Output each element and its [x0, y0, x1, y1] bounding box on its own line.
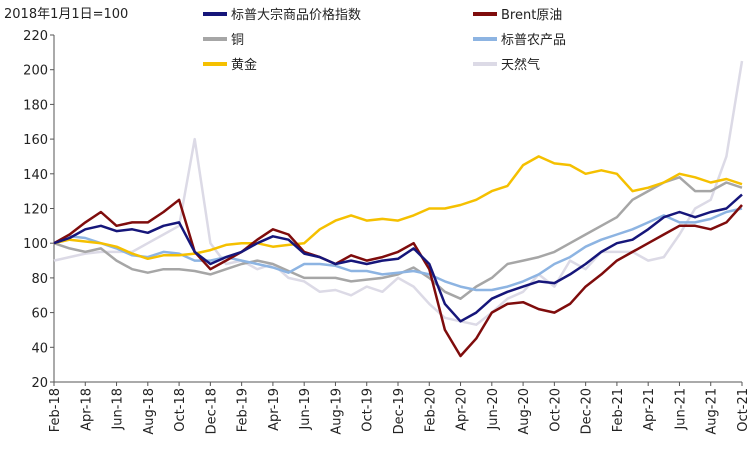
y-tick-label: 140 — [23, 168, 48, 183]
x-tick-label: Aug-19 — [329, 388, 344, 435]
x-tick-label: Dec-18 — [204, 388, 219, 434]
legend-label: 标普大宗商品价格指数 — [231, 7, 361, 23]
series-line — [53, 155, 743, 261]
y-tick-label: 180 — [23, 98, 48, 113]
y-tick-label: 20 — [31, 376, 48, 391]
series-line — [53, 60, 744, 326]
legend-label: 黄金 — [231, 57, 257, 73]
x-tick-label: Oct-18 — [173, 388, 188, 432]
x-tick-label: Jun-19 — [298, 388, 313, 431]
series-line — [53, 207, 743, 292]
y-tick-label: 160 — [23, 133, 48, 148]
series-line — [53, 176, 743, 300]
x-tick-label: Jun-18 — [111, 388, 126, 431]
y-tick-label: 80 — [31, 272, 48, 287]
x-tick-label: Feb-20 — [423, 388, 438, 432]
x-tick-label: Aug-18 — [142, 388, 157, 435]
y-tick-label: 120 — [23, 203, 48, 218]
x-tick-label: Feb-18 — [48, 388, 63, 432]
y-tick-label: 60 — [31, 307, 48, 322]
x-tick-label: Dec-19 — [392, 388, 407, 434]
x-tick-label: Dec-20 — [580, 388, 595, 434]
y-tick-label: 100 — [23, 237, 48, 252]
y-tick-label: 200 — [23, 64, 48, 79]
x-tick-label: Apr-18 — [79, 388, 94, 431]
x-tick-label: Feb-19 — [236, 388, 251, 432]
x-tick-label: Aug-21 — [705, 388, 720, 435]
x-tick-label: Jun-21 — [673, 388, 688, 431]
x-tick-label: Oct-20 — [548, 388, 563, 432]
legend-label: 天然气 — [501, 57, 540, 73]
series-line — [53, 193, 743, 323]
y-tick-label: 220 — [23, 29, 48, 44]
legend-label: Brent原油 — [501, 8, 562, 23]
y-tick-label: 40 — [31, 341, 48, 356]
x-tick-label: Apr-21 — [642, 388, 657, 431]
legend-label: 标普农产品 — [501, 33, 566, 48]
x-tick-label: Apr-20 — [455, 388, 470, 431]
x-tick-label: Feb-21 — [611, 388, 626, 432]
x-tick-label: Apr-19 — [267, 388, 282, 431]
x-tick-label: Oct-21 — [736, 388, 751, 432]
annotation: 2018年1月1日=100 — [4, 7, 128, 22]
series-line — [53, 198, 743, 358]
legend-label: 铜 — [231, 33, 244, 48]
x-tick-label: Jun-20 — [486, 388, 501, 431]
x-tick-label: Aug-20 — [517, 388, 532, 435]
x-tick-label: Oct-19 — [361, 388, 376, 432]
